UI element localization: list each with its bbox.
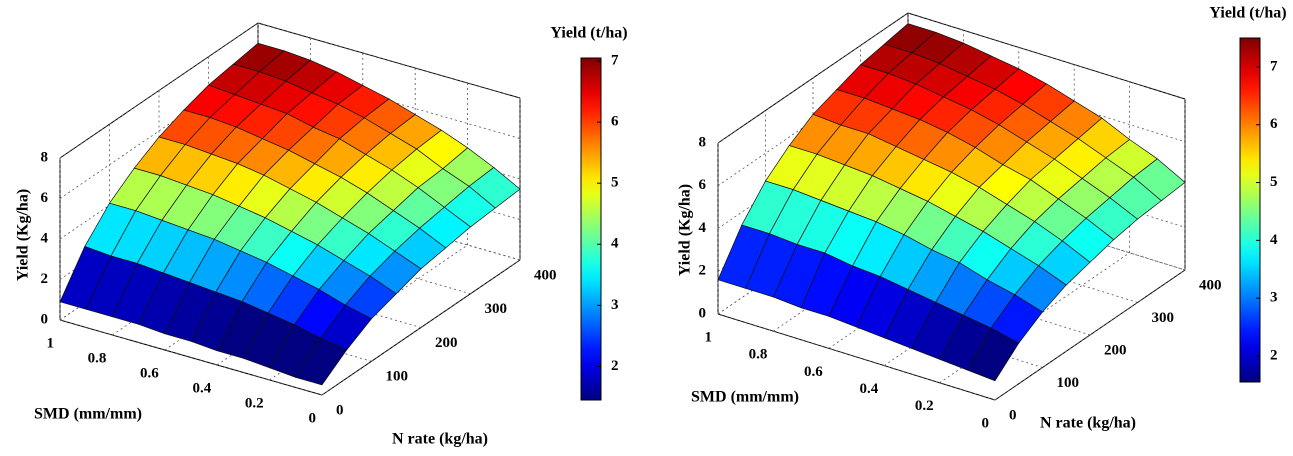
x-axis-label: SMD (mm/mm) [691, 389, 799, 406]
z-tick-label: 4 [699, 220, 707, 236]
y-tick-label: 300 [1152, 310, 1175, 326]
y-tick-label: 100 [1057, 375, 1080, 391]
z-tick-label: 2 [699, 263, 707, 279]
x-tick-label: 1 [705, 329, 713, 345]
colorbar-tick-label: 3 [1270, 290, 1278, 306]
y-tick-label: 300 [485, 301, 508, 317]
y-axis-label: N rate (kg/ha) [1040, 415, 1136, 432]
y-tick-label: 200 [435, 335, 458, 351]
z-axis-label: Yield (Kg/ha) [15, 189, 32, 281]
z-tick-label: 2 [41, 271, 49, 287]
colorbar-tick-label: 4 [1270, 232, 1278, 248]
colorbar-title: Yield (t/ha) [550, 25, 627, 42]
colorbar [580, 57, 602, 401]
x-tick-label: 0.8 [749, 347, 768, 363]
x-tick-label: 0.8 [88, 350, 107, 366]
colorbar-tick-label: 7 [611, 52, 619, 68]
z-axis-label: Yield (Kg/ha) [677, 184, 694, 276]
colorbar-tick-label: 3 [611, 297, 619, 313]
grid-line [717, 313, 996, 401]
x-axis-label: SMD (mm/mm) [34, 406, 142, 423]
colorbar-tick-label: 6 [1270, 116, 1278, 132]
colorbar-tick-label: 6 [611, 114, 619, 130]
y-tick-label: 400 [1199, 277, 1222, 293]
z-tick-label: 4 [41, 230, 49, 246]
y-tick-label: 0 [1009, 407, 1017, 423]
colorbar-tick-label: 4 [611, 236, 619, 252]
y-axis-label: N rate (kg/ha) [392, 431, 488, 448]
colorbar-tick-label: 7 [1270, 58, 1278, 74]
colorbar-title: Yield (t/ha) [1209, 5, 1286, 22]
grid-line [59, 319, 323, 396]
colorbar-tick-label: 2 [1270, 347, 1278, 363]
x-tick-label: 0.6 [804, 364, 823, 380]
z-tick-label: 8 [699, 134, 707, 150]
colorbar-tick-label: 2 [611, 358, 619, 374]
y-tick-label: 100 [386, 369, 409, 385]
x-tick-label: 1 [47, 335, 55, 351]
x-tick-label: 0.2 [915, 398, 934, 414]
y-tick-label: 0 [336, 402, 344, 418]
x-tick-label: 0.4 [192, 380, 211, 396]
x-tick-label: 0.2 [245, 395, 264, 411]
z-tick-label: 0 [699, 305, 707, 321]
y-tick-label: 400 [534, 267, 557, 283]
colorbar-tick-label: 5 [1270, 174, 1278, 190]
colorbar [1239, 37, 1261, 383]
x-tick-label: 0 [982, 415, 990, 431]
surface-cell [966, 327, 1020, 382]
z-tick-label: 6 [699, 177, 707, 193]
colorbar-tick-label: 5 [611, 175, 619, 191]
x-tick-label: 0.4 [859, 381, 878, 397]
y-tick-label: 200 [1104, 342, 1127, 358]
grid-line [907, 12, 1186, 100]
surface-cell [295, 337, 348, 386]
x-tick-label: 0.6 [140, 365, 159, 381]
z-tick-label: 0 [41, 311, 49, 327]
x-tick-label: 0 [309, 410, 317, 426]
z-tick-label: 8 [41, 149, 49, 165]
grid-line [257, 22, 521, 99]
z-tick-label: 6 [41, 190, 49, 206]
